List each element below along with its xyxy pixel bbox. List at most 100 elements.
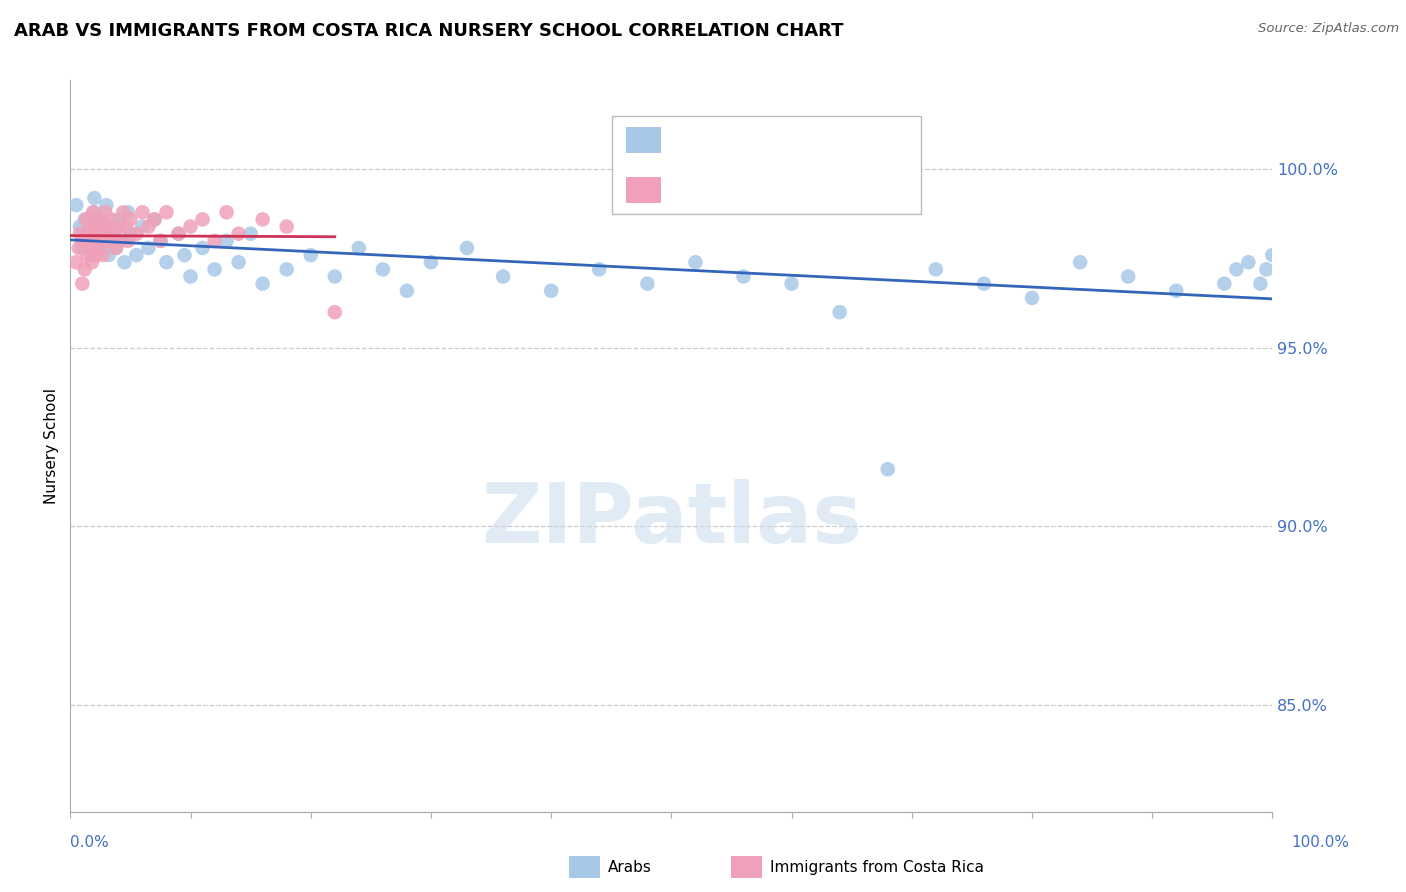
Text: 100.0%: 100.0% bbox=[1292, 836, 1350, 850]
Point bbox=[1225, 262, 1247, 277]
Point bbox=[1166, 284, 1188, 298]
Point bbox=[65, 255, 87, 269]
Point bbox=[167, 227, 190, 241]
Point bbox=[112, 255, 135, 269]
Point bbox=[86, 227, 108, 241]
Point bbox=[925, 262, 948, 277]
Point bbox=[636, 277, 658, 291]
Point bbox=[347, 241, 370, 255]
Point bbox=[120, 227, 142, 241]
Point bbox=[107, 219, 129, 234]
Point bbox=[204, 262, 226, 277]
Point bbox=[114, 219, 136, 234]
Point bbox=[73, 262, 96, 277]
Point bbox=[155, 205, 177, 219]
Point bbox=[125, 248, 148, 262]
Point bbox=[828, 305, 851, 319]
Point bbox=[143, 212, 166, 227]
Point bbox=[65, 198, 87, 212]
Point bbox=[1237, 255, 1260, 269]
Point bbox=[80, 219, 103, 234]
Point bbox=[239, 227, 262, 241]
Point bbox=[76, 248, 98, 262]
Point bbox=[155, 255, 177, 269]
Point bbox=[69, 227, 91, 241]
Point bbox=[117, 234, 139, 248]
Point bbox=[96, 198, 118, 212]
Point bbox=[191, 241, 214, 255]
Point bbox=[101, 227, 124, 241]
Point bbox=[97, 234, 120, 248]
Point bbox=[1213, 277, 1236, 291]
Point bbox=[107, 212, 129, 227]
Point bbox=[84, 248, 107, 262]
Point bbox=[83, 205, 105, 219]
Text: R =  0.527   N = 50: R = 0.527 N = 50 bbox=[672, 181, 834, 199]
Text: ARAB VS IMMIGRANTS FROM COSTA RICA NURSERY SCHOOL CORRELATION CHART: ARAB VS IMMIGRANTS FROM COSTA RICA NURSE… bbox=[14, 22, 844, 40]
Point bbox=[83, 191, 105, 205]
Point bbox=[191, 212, 214, 227]
Point bbox=[104, 241, 127, 255]
Point bbox=[180, 269, 202, 284]
Point bbox=[1261, 248, 1284, 262]
Point bbox=[252, 212, 274, 227]
Point bbox=[104, 241, 127, 255]
Point bbox=[93, 227, 115, 241]
Point bbox=[93, 241, 115, 255]
Point bbox=[72, 234, 94, 248]
Point bbox=[120, 212, 142, 227]
Point bbox=[86, 234, 108, 248]
Text: R = -0.084   N = 65: R = -0.084 N = 65 bbox=[672, 131, 835, 149]
Point bbox=[73, 212, 96, 227]
Point bbox=[89, 241, 111, 255]
Point bbox=[103, 227, 125, 241]
Point bbox=[456, 241, 478, 255]
Point bbox=[79, 241, 101, 255]
Point bbox=[90, 234, 112, 248]
Point bbox=[228, 255, 250, 269]
Point bbox=[540, 284, 562, 298]
Point bbox=[131, 205, 153, 219]
Point bbox=[72, 277, 94, 291]
Point bbox=[83, 219, 105, 234]
Point bbox=[420, 255, 443, 269]
Point bbox=[75, 212, 97, 227]
Point bbox=[87, 212, 110, 227]
Point bbox=[96, 219, 118, 234]
Point bbox=[67, 241, 90, 255]
Point bbox=[588, 262, 610, 277]
Point bbox=[1249, 277, 1271, 291]
Point bbox=[143, 212, 166, 227]
Text: Source: ZipAtlas.com: Source: ZipAtlas.com bbox=[1258, 22, 1399, 36]
Point bbox=[1116, 269, 1139, 284]
Point bbox=[112, 205, 135, 219]
Point bbox=[323, 305, 346, 319]
Point bbox=[228, 227, 250, 241]
Point bbox=[204, 234, 226, 248]
Point bbox=[91, 248, 114, 262]
Point bbox=[110, 234, 132, 248]
Point bbox=[96, 219, 118, 234]
Y-axis label: Nursery School: Nursery School bbox=[44, 388, 59, 504]
Point bbox=[1256, 262, 1278, 277]
Point bbox=[780, 277, 803, 291]
Point bbox=[110, 234, 132, 248]
Point bbox=[97, 248, 120, 262]
Point bbox=[80, 255, 103, 269]
Point bbox=[149, 234, 172, 248]
Point bbox=[94, 205, 117, 219]
Point bbox=[149, 234, 172, 248]
Point bbox=[973, 277, 995, 291]
Point bbox=[685, 255, 707, 269]
Point bbox=[82, 205, 104, 219]
Point bbox=[138, 219, 160, 234]
Point bbox=[215, 234, 238, 248]
Point bbox=[167, 227, 190, 241]
Point bbox=[1069, 255, 1091, 269]
Point bbox=[252, 277, 274, 291]
Text: 0.0%: 0.0% bbox=[70, 836, 110, 850]
Point bbox=[180, 219, 202, 234]
Point bbox=[492, 269, 515, 284]
Point bbox=[395, 284, 418, 298]
Text: Immigrants from Costa Rica: Immigrants from Costa Rica bbox=[770, 860, 984, 874]
